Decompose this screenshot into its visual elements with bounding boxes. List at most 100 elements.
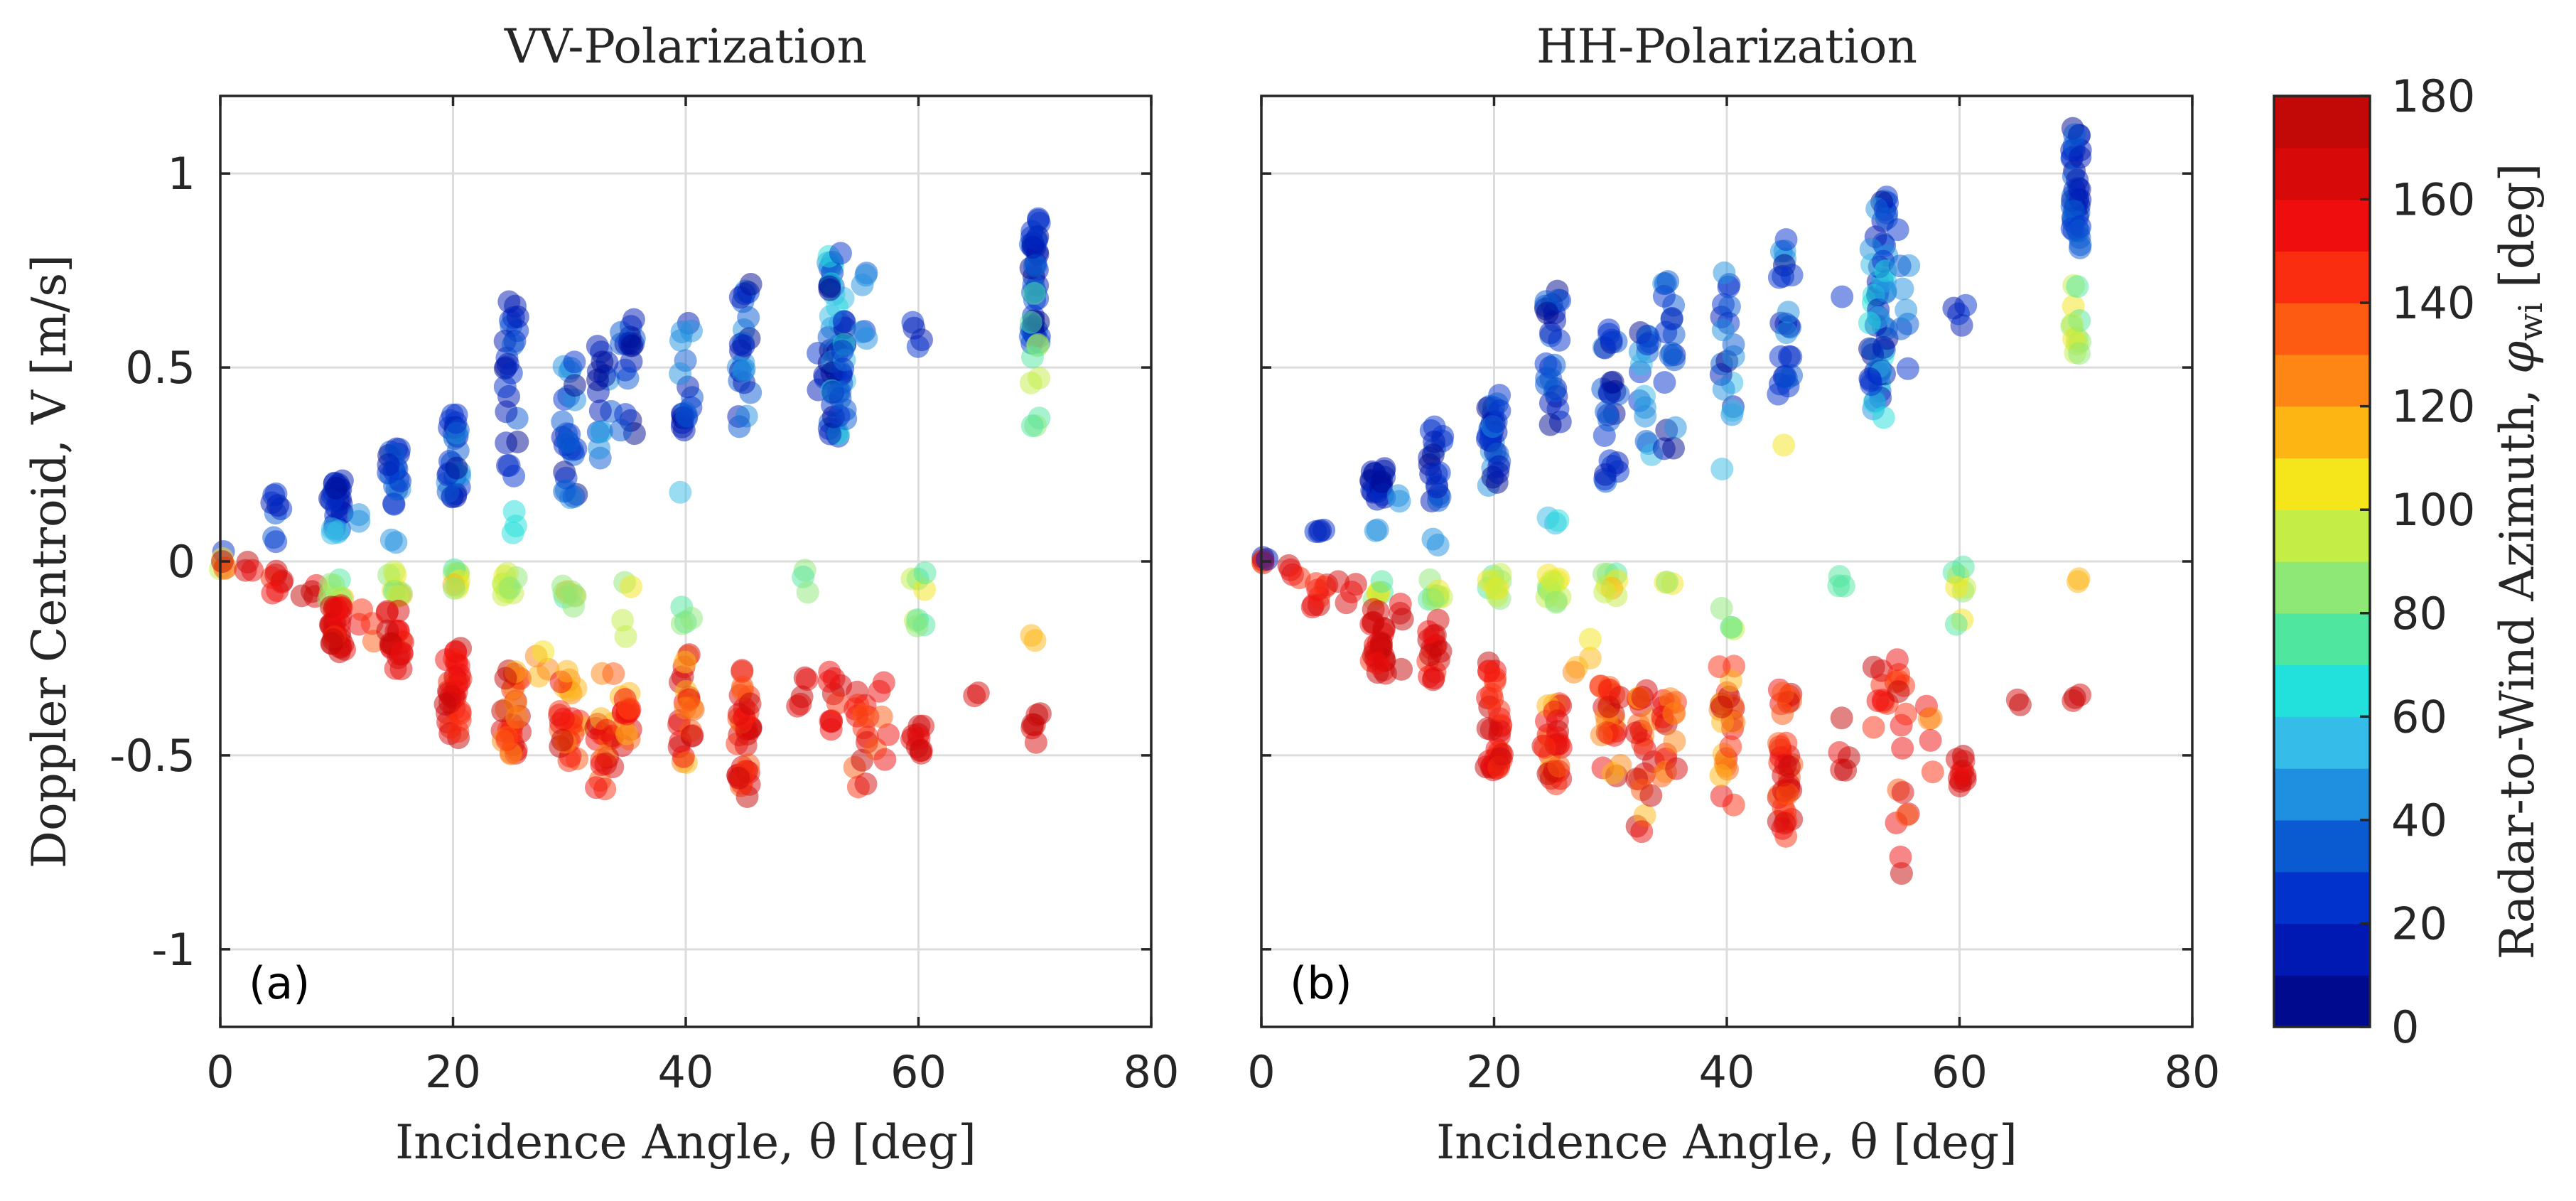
scatter-point <box>1533 736 1556 759</box>
scatter-point <box>1888 254 1912 278</box>
scatter-point <box>1709 764 1732 787</box>
scatter-point <box>851 704 875 727</box>
colorbar-label-unit: [deg] <box>2490 163 2545 303</box>
scatter-point <box>1664 416 1687 439</box>
scatter-point <box>1629 352 1653 376</box>
scatter-point <box>376 619 399 642</box>
scatter-point <box>1771 702 1794 726</box>
scatter-point <box>553 480 576 503</box>
scatter-point <box>2069 146 2092 169</box>
scatter-point <box>264 563 288 586</box>
panel-a-tag: (a) <box>249 957 310 1009</box>
scatter-point <box>1019 311 1042 334</box>
scatter-point <box>1711 318 1735 342</box>
scatter-point <box>1366 652 1389 675</box>
scatter-point <box>905 614 929 637</box>
scatter-point <box>594 752 618 775</box>
scatter-point <box>831 340 854 363</box>
panel-b-xtick-label: 60 <box>1931 1046 1988 1098</box>
scatter-point <box>615 722 638 745</box>
scatter-point <box>1597 695 1621 718</box>
scatter-point <box>727 766 750 790</box>
scatter-point <box>1890 862 1913 885</box>
scatter-point <box>618 698 642 721</box>
panel-b-xlabel: Incidence Angle, θ [deg] <box>1436 1115 2017 1170</box>
scatter-point <box>1426 608 1450 632</box>
scatter-point <box>1708 655 1731 679</box>
scatter-point <box>379 528 403 551</box>
scatter-point <box>1895 702 1918 726</box>
colorbar-band <box>2274 251 2370 303</box>
scatter-point <box>1477 659 1501 683</box>
scatter-point <box>1662 702 1686 726</box>
scatter-point <box>819 422 842 446</box>
panel-b-xtick-label: 0 <box>1247 1046 1275 1098</box>
scatter-point <box>382 560 406 583</box>
scatter-point <box>732 360 755 383</box>
scatter-point <box>829 380 852 404</box>
scatter-point <box>680 724 704 748</box>
scatter-point <box>963 684 986 708</box>
scatter-point <box>1866 689 1890 713</box>
scatter-point <box>1837 746 1860 770</box>
scatter-point <box>614 403 637 426</box>
scatter-point <box>1023 629 1047 652</box>
scatter-point <box>588 436 610 460</box>
colorbar-band <box>2274 354 2370 407</box>
scatter-point <box>1487 455 1511 478</box>
scatter-point <box>1662 436 1685 460</box>
scatter-point <box>1562 660 1585 684</box>
scatter-point <box>868 679 891 703</box>
panel-a: 0 20 40 60 80 -1 -0.5 0 0.5 1 VV-Polarization (a)… <box>22 19 1179 1170</box>
colorbar-band <box>2274 147 2370 200</box>
scatter-point <box>1536 301 1559 325</box>
scatter-point <box>902 316 926 340</box>
scatter-point <box>1721 399 1745 422</box>
scatter-point <box>1543 353 1566 377</box>
scatter-point <box>497 290 521 313</box>
scatter-point <box>611 608 635 632</box>
scatter-point <box>1542 570 1565 593</box>
scatter-point <box>556 430 579 453</box>
scatter-point <box>446 439 470 463</box>
scatter-point <box>1256 548 1279 571</box>
scatter-point <box>1426 534 1450 556</box>
colorbar-tick-label: 140 <box>2391 277 2475 329</box>
scatter-point <box>786 694 809 718</box>
colorbar-band <box>2274 975 2370 1028</box>
colorbar-label-main: Radar-to-Wind Azimuth, <box>2490 374 2545 959</box>
scatter-point <box>913 578 937 601</box>
scatter-point <box>1594 463 1617 486</box>
scatter-point <box>613 358 637 382</box>
scatter-point <box>1020 414 1044 438</box>
panel-a-title: VV-Polarization <box>504 19 867 74</box>
scatter-point <box>873 748 897 771</box>
scatter-point <box>1774 228 1798 252</box>
panel-a-xtick-label: 0 <box>206 1046 234 1098</box>
scatter-point <box>2066 168 2089 192</box>
panel-b-title: HH-Polarization <box>1536 19 1917 74</box>
panel-a-xlabel: Incidence Angle, θ [deg] <box>395 1115 976 1170</box>
scatter-point <box>1418 643 1442 667</box>
scatter-point <box>551 728 574 752</box>
scatter-point <box>1639 784 1663 807</box>
scatter-point <box>1944 613 1968 636</box>
scatter-point <box>560 580 583 603</box>
scatter-point <box>532 640 555 663</box>
panel-a-xtick-label: 60 <box>890 1046 947 1098</box>
scatter-point <box>261 581 284 605</box>
colorbar-tick-label: 100 <box>2391 484 2475 536</box>
scatter-point <box>1544 591 1568 614</box>
scatter-point <box>728 415 751 438</box>
scatter-point <box>1593 581 1617 603</box>
scatter-point <box>1543 379 1566 403</box>
scatter-point <box>1547 755 1570 778</box>
scatter-point <box>1597 409 1621 432</box>
scatter-point <box>1895 298 1918 322</box>
panel-b-points <box>1251 117 2092 885</box>
scatter-point <box>737 306 760 329</box>
scatter-point <box>1710 458 1734 480</box>
scatter-point <box>1872 335 1895 359</box>
scatter-point <box>1340 581 1363 603</box>
